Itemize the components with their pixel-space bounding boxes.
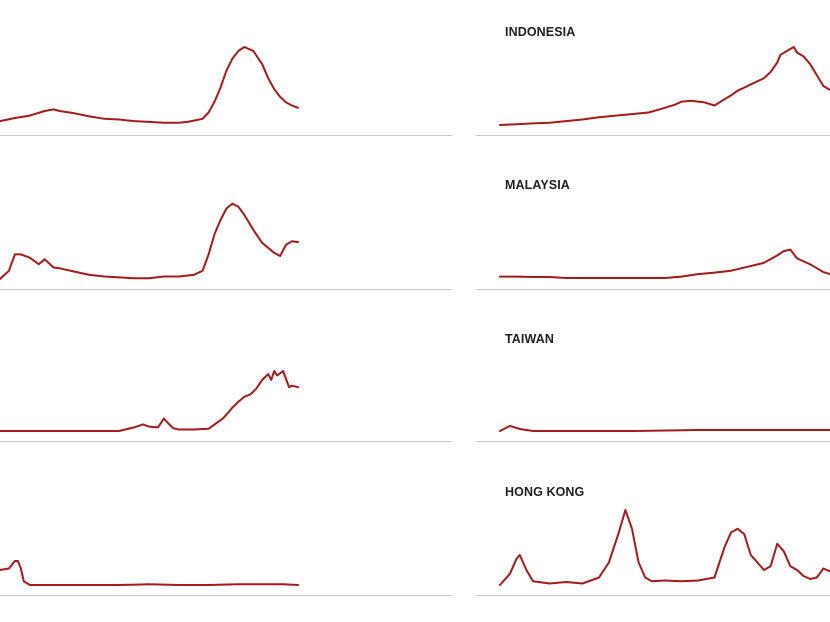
panel-8: HONG KONG bbox=[476, 485, 830, 596]
panel-6: TAIWAN bbox=[476, 332, 830, 442]
panel-3-series-line bbox=[0, 202, 299, 280]
panel-2-series-line bbox=[499, 46, 830, 126]
panel-2: INDONESIA bbox=[476, 25, 830, 136]
panel-8-title: HONG KONG bbox=[505, 485, 584, 499]
panel-1-series-line bbox=[0, 46, 299, 124]
panel-1 bbox=[0, 46, 452, 136]
panel-4-title: MALAYSIA bbox=[505, 178, 570, 192]
panel-3 bbox=[0, 202, 452, 290]
panel-7 bbox=[0, 560, 452, 596]
panel-6-title: TAIWAN bbox=[505, 332, 554, 346]
panel-5-series-line bbox=[0, 370, 299, 432]
panel-2-title: INDONESIA bbox=[505, 25, 575, 39]
panel-5 bbox=[0, 370, 452, 442]
panel-4: MALAYSIA bbox=[476, 178, 830, 290]
panel-8-series-line bbox=[499, 509, 830, 586]
panel-6-series-line bbox=[499, 424, 830, 432]
panel-7-series-line bbox=[0, 560, 299, 586]
panel-4-series-line bbox=[499, 248, 830, 279]
